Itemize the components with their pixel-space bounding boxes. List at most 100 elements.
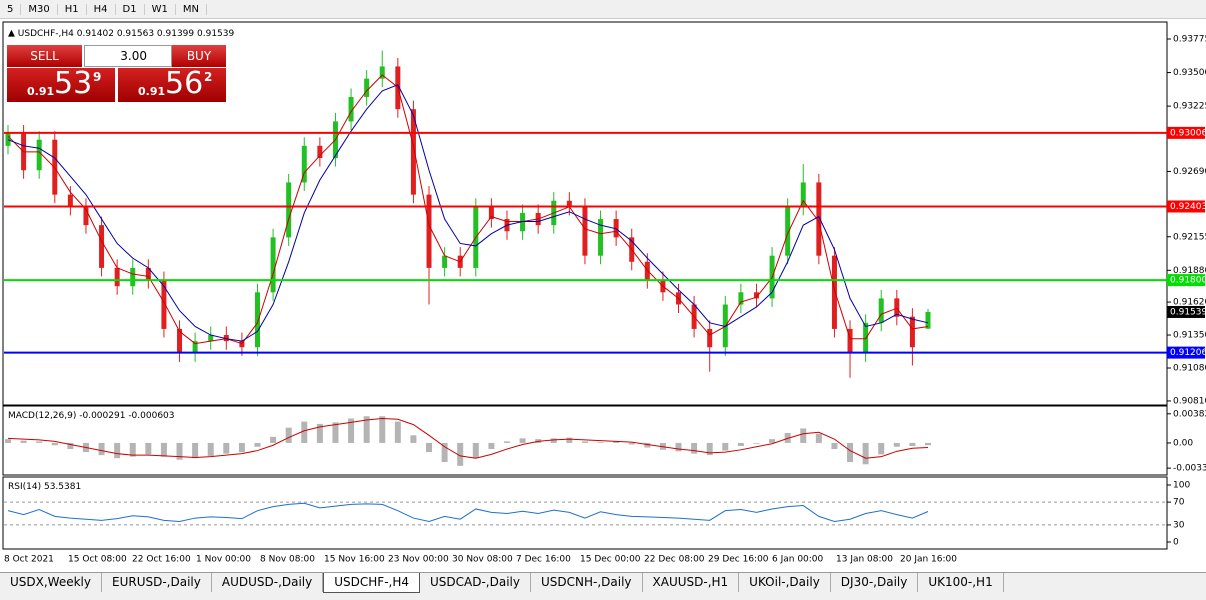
y-tick-label: -0.0033 [1173,464,1206,474]
macd-bar [800,428,807,443]
low: 0.91399 [157,29,194,39]
chart-tab[interactable]: UK100-,H1 [918,573,1004,592]
x-tick-label: 15 Nov 16:00 [324,555,385,565]
chart: ▲ USDCHF-,H4 0.91402 0.91563 0.91399 0.9… [2,21,1206,565]
candle-body [613,219,619,238]
macd-bar [503,441,510,443]
symbol: USDCHF-,H4 [18,29,74,39]
rsi-header: RSI(14) 53.5381 [8,482,81,492]
macd-bar [379,416,386,443]
chart-tab[interactable]: AUDUSD-,Daily [212,573,324,592]
macd-bar [862,442,869,465]
trade-panel: SELL 3.00 BUY 0.91 53 9 0.91 56 2 [7,44,227,102]
y-tick-label: 0.93225 [1173,102,1206,112]
macd-signal: -0.000603 [128,411,174,421]
timeframe-button[interactable]: M30 [21,3,58,15]
candle-body [270,237,276,293]
macd-bar [285,427,292,443]
rsi-line [7,502,929,523]
high: 0.91563 [117,29,154,39]
candle-body [785,206,791,256]
price-label: 0.91539 [1170,307,1206,317]
candle-body [145,267,151,281]
sell-quote[interactable]: 0.91 53 9 [7,66,115,102]
x-tick-label: 7 Dec 16:00 [516,555,571,565]
macd-bar [426,442,433,453]
x-tick-label: 23 Nov 00:00 [388,555,449,565]
macd-bar [5,439,11,443]
macd-bar [441,442,448,463]
macd-bar [145,442,152,455]
macd-bar [815,433,822,443]
macd-bar [98,442,105,456]
macd-signal-line [7,418,929,459]
macd-bar [550,438,557,443]
timeframe-button[interactable]: MN [176,3,207,15]
moving-average [7,74,929,345]
candle-body [192,341,198,354]
level-label: 0.91800 [1170,276,1206,286]
lot-field[interactable]: 3.00 [84,45,172,67]
macd-bar [519,438,526,443]
chart-tab[interactable]: UKOil-,Daily [739,573,831,592]
timeframe-button[interactable]: W1 [145,3,176,15]
macd-bar [675,442,682,452]
x-tick-label: 15 Dec 00:00 [580,555,641,565]
chart-tab[interactable]: DJ30-,Daily [831,573,919,592]
buy-quote[interactable]: 0.91 56 2 [118,66,226,102]
chart-tab[interactable]: USDCNH-,Daily [531,573,643,592]
candle-body [520,212,526,232]
macd-bar [394,421,401,443]
x-tick-label: 15 Oct 08:00 [68,555,127,565]
macd-bar [129,442,136,457]
candle-body [426,194,432,268]
macd-bar [925,442,931,446]
level-label: 0.93006 [1170,128,1206,138]
chart-tab[interactable]: USDX,Weekly [0,573,102,592]
macd-bar [254,442,261,447]
macd-bar [909,442,916,446]
sell-big: 53 [54,66,93,101]
timeframe-button[interactable]: H1 [58,3,87,15]
buy-button[interactable]: BUY [172,45,226,67]
macd-bar [160,442,167,457]
macd-bar [691,442,698,454]
candle-body [114,267,120,287]
candle-body [566,200,572,207]
chart-tabs: USDX,Weekly EURUSD-,Daily AUDUSD-,Daily USD… [0,572,1206,600]
timeframe-button[interactable]: 5 [0,3,22,15]
x-tick-label: 8 Oct 2021 [4,555,54,565]
macd-bar [410,435,417,443]
macd-bar [192,442,199,459]
macd-bar [223,442,230,454]
sell-button[interactable]: SELL [7,45,82,67]
macd-bar [613,441,620,443]
level-label-box [1167,274,1205,287]
macd-title: MACD(12,26,9) [8,411,76,421]
chart-tab[interactable]: USDCHF-,H4 [323,573,420,593]
timeframe-button[interactable]: D1 [116,3,145,15]
chart-tab[interactable]: EURUSD-,Daily [102,573,212,592]
timeframe-button[interactable]: H4 [87,3,116,15]
level-label-box [1167,126,1205,139]
lot-value: 3.00 [120,49,147,63]
candle-body [442,255,448,268]
chart-tab[interactable]: XAUUSD-,H1 [643,573,740,592]
candle-body [598,219,604,256]
candle-body [753,292,759,299]
x-tick-label: 22 Dec 08:00 [644,555,705,565]
macd-bar [51,442,58,446]
candle-body [301,145,307,183]
level-label-box [1167,200,1205,213]
macd-bar [581,441,588,443]
macd-bar [67,442,74,450]
chart-tab[interactable]: USDCAD-,Daily [420,573,531,592]
macd-bar [878,442,885,455]
macd-bar [207,442,214,456]
macd-value: -0.000291 [79,411,125,421]
macd-bar [238,442,245,453]
macd-bar [831,442,838,450]
